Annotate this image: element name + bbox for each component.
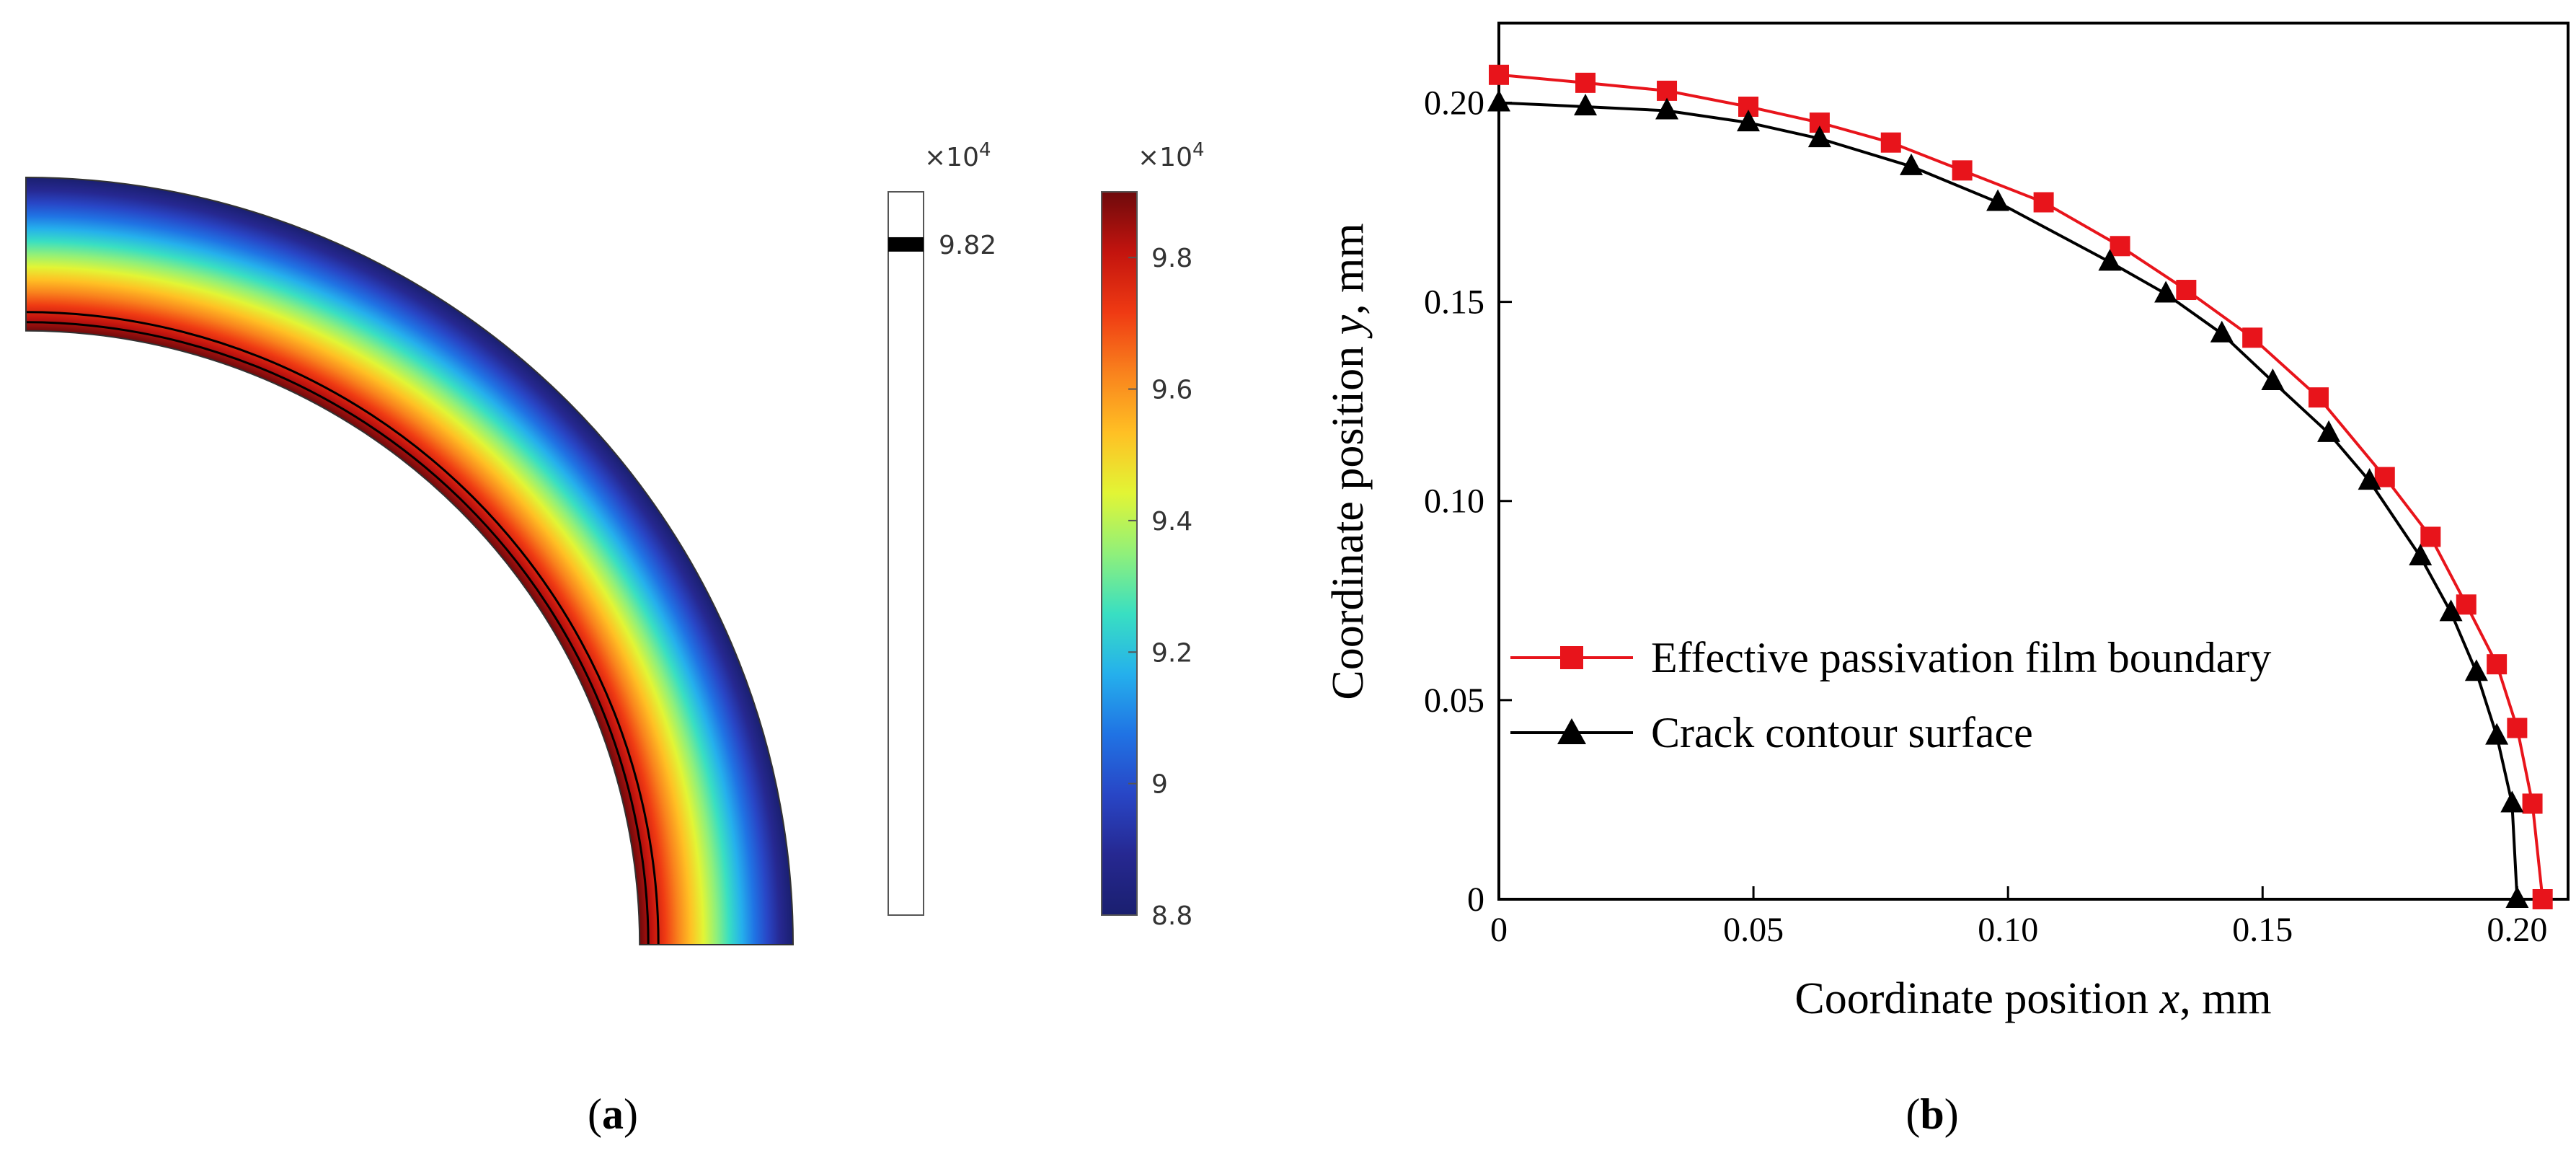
data-point-passivation bbox=[2507, 718, 2528, 738]
colorbar-tick-label: 9.4 bbox=[1151, 507, 1192, 537]
y-tick-label: 0.05 bbox=[1424, 681, 1484, 720]
legend-label-crack: Crack contour surface bbox=[1651, 709, 2033, 756]
legend: Effective passivation film boundary Crac… bbox=[1510, 634, 2271, 756]
series-passivation bbox=[1489, 64, 2553, 909]
legend-item-crack: Crack contour surface bbox=[1510, 709, 2033, 756]
x-tick-label: 0.10 bbox=[1978, 911, 2038, 949]
contour-level-bar: 9.82 ×104 bbox=[888, 139, 996, 916]
line-chart: 0 0.05 0.10 0.15 0.20 0 0.05 0.10 0.15 0.20 bbox=[1424, 22, 2570, 949]
x-tick-label: 0.15 bbox=[2232, 911, 2293, 949]
data-point-passivation bbox=[2532, 889, 2553, 909]
y-tick-label: 0.15 bbox=[1424, 283, 1484, 322]
panel-b: 0 0.05 0.10 0.15 0.20 0 0.05 0.10 0.15 0.20 Coor… bbox=[1324, 22, 2570, 1138]
contour-scale-label: ×104 bbox=[924, 139, 991, 172]
contour-level-track bbox=[888, 191, 924, 916]
data-point-crack bbox=[1737, 110, 1761, 132]
data-point-crack bbox=[1655, 97, 1679, 120]
colorbar-gradient bbox=[1101, 191, 1138, 916]
passivation-film-band bbox=[25, 321, 650, 945]
data-point-crack bbox=[2261, 368, 2285, 391]
data-point-passivation bbox=[1880, 132, 1901, 153]
data-point-crack bbox=[2210, 320, 2234, 343]
colorbar-scale-label: ×104 bbox=[1138, 139, 1205, 172]
data-point-passivation bbox=[2176, 280, 2197, 301]
data-point-crack bbox=[1487, 89, 1510, 112]
panel-a-caption: (a) bbox=[588, 1090, 638, 1138]
contour-level-marker bbox=[888, 237, 924, 252]
data-point-crack bbox=[2439, 599, 2463, 622]
data-point-passivation bbox=[2110, 236, 2130, 257]
data-point-passivation bbox=[1489, 64, 1509, 85]
series-crack bbox=[1487, 89, 2529, 908]
x-tick-label: 0.20 bbox=[2487, 911, 2547, 949]
data-point-passivation bbox=[2308, 387, 2329, 408]
y-axis-ticks: 0 0.05 0.10 0.15 0.20 bbox=[1424, 84, 1512, 919]
x-tick-label: 0 bbox=[1490, 911, 1508, 949]
data-point-crack bbox=[1900, 153, 1924, 175]
plot-frame bbox=[1497, 22, 2570, 901]
legend-marker-square bbox=[1560, 646, 1583, 669]
legend-label-passivation: Effective passivation film boundary bbox=[1651, 634, 2271, 681]
data-point-crack bbox=[1986, 189, 2010, 211]
data-point-passivation bbox=[2420, 526, 2441, 547]
colorbar-ticks: 9.8 9.6 9.4 9.2 9 8.8 bbox=[1128, 244, 1192, 931]
data-point-passivation bbox=[2242, 327, 2263, 348]
ring-outline bbox=[25, 176, 795, 945]
colorbar-tick-label: 9 bbox=[1151, 770, 1168, 800]
data-point-crack bbox=[2358, 468, 2381, 490]
data-point-crack bbox=[2409, 544, 2433, 566]
y-tick-label: 0.10 bbox=[1424, 482, 1484, 521]
y-tick-label: 0 bbox=[1467, 880, 1484, 919]
colorbar-tick-label: 9.6 bbox=[1151, 376, 1192, 405]
colorbar: ×104 9.8 9.6 9.4 9.2 9 8.8 bbox=[1101, 139, 1205, 931]
contour-level-label: 9.82 bbox=[939, 231, 996, 260]
panel-a: 9.82 ×104 ×104 9.8 9.6 9.4 9.2 9 8.8 (a) bbox=[25, 139, 1205, 1138]
data-point-crack bbox=[2464, 659, 2488, 681]
y-tick-label: 0.20 bbox=[1424, 84, 1484, 122]
data-point-crack bbox=[2500, 790, 2524, 813]
concentration-ring bbox=[26, 177, 793, 945]
data-point-passivation bbox=[2033, 192, 2054, 213]
series-layer bbox=[1487, 64, 2553, 909]
data-point-passivation bbox=[2374, 467, 2395, 487]
colorbar-tick-label: 9.8 bbox=[1151, 244, 1192, 273]
data-point-passivation bbox=[1575, 72, 1596, 93]
panel-b-caption: (b) bbox=[1906, 1090, 1958, 1138]
crack-contour-band bbox=[25, 311, 660, 945]
series-line-crack bbox=[1498, 101, 2519, 900]
data-point-crack bbox=[2317, 420, 2341, 442]
data-point-passivation bbox=[2487, 654, 2508, 675]
x-axis-label: Coordinate position x, mm bbox=[1794, 974, 2271, 1023]
y-axis-label: Coordinate position y, mm bbox=[1324, 223, 1373, 699]
data-point-crack bbox=[2154, 281, 2178, 303]
data-point-crack bbox=[1574, 93, 1598, 115]
data-point-crack bbox=[2505, 886, 2529, 908]
data-point-passivation bbox=[2522, 793, 2543, 814]
data-point-passivation bbox=[1657, 80, 1678, 101]
data-point-crack bbox=[2098, 249, 2122, 271]
colorbar-tick-label: 9.2 bbox=[1151, 638, 1192, 668]
legend-item-passivation: Effective passivation film boundary bbox=[1510, 634, 2271, 681]
data-point-crack bbox=[2485, 723, 2509, 745]
data-point-passivation bbox=[1952, 160, 1973, 181]
contour-ring-plot bbox=[25, 176, 795, 945]
legend-marker-triangle bbox=[1557, 718, 1586, 744]
data-point-passivation bbox=[2456, 594, 2477, 615]
x-axis-ticks: 0 0.05 0.10 0.15 0.20 bbox=[1490, 886, 2547, 949]
x-tick-label: 0.05 bbox=[1723, 911, 1784, 949]
data-point-crack bbox=[1807, 125, 1831, 148]
colorbar-tick-label: 8.8 bbox=[1151, 901, 1192, 931]
